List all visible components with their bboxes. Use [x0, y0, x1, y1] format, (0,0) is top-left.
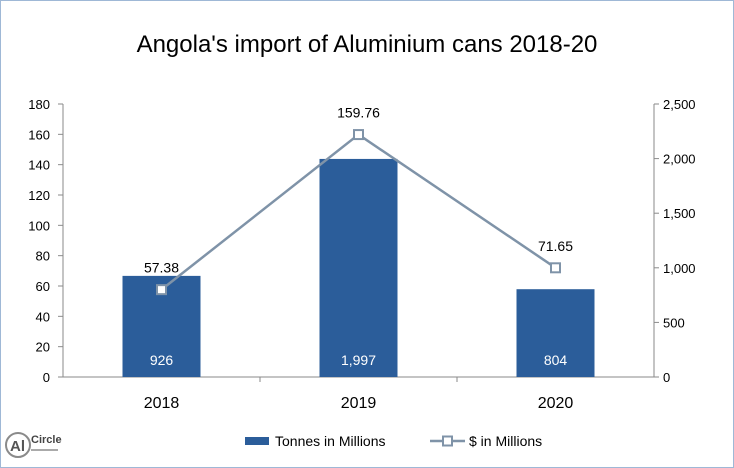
bar-2020 [516, 289, 595, 377]
left-axis-tick-label: 100 [28, 218, 50, 233]
line-point-2019 [353, 129, 364, 141]
line-value-label: 159.76 [337, 105, 380, 121]
left-axis-tick-label: 0 [43, 370, 50, 385]
logo-mark: Al [10, 438, 25, 455]
bar-value-label: 926 [150, 352, 174, 368]
logo-word: Circle [31, 434, 62, 446]
right-axis-tick-label: 2,000 [663, 152, 696, 167]
line-value-label: 57.38 [144, 260, 179, 276]
x-axis-category-label: 2019 [341, 395, 377, 412]
bar-value-label: 804 [544, 352, 568, 368]
logo-ring [5, 432, 31, 458]
right-axis-tick-label: 500 [663, 315, 685, 330]
left-axis-tick-label: 60 [36, 279, 50, 294]
line-value-label: 71.65 [538, 238, 573, 254]
right-axis-tick-label: 1,000 [663, 261, 696, 276]
left-axis-tick-label: 180 [28, 97, 50, 112]
legend-label-dollars: $ in Millions [469, 433, 542, 449]
x-axis-category-label: 2020 [538, 395, 574, 412]
legend-swatch-tonnes [245, 437, 269, 445]
left-axis-tick-label: 80 [36, 249, 50, 264]
bars: 926 1,997 804 [122, 158, 595, 377]
right-axis-tick-label: 0 [663, 370, 670, 385]
legend-marker-dollars [442, 435, 453, 447]
line-series [156, 129, 561, 296]
bar-2019 [319, 158, 398, 377]
chart-title: Angola's import of Aluminium cans 2018-2… [137, 31, 598, 58]
alcircle-logo: Al Circle [5, 432, 62, 458]
x-axis-category-label: 2018 [144, 395, 180, 412]
axes: 0 20 40 60 80 100 120 140 160 180 0 500 1,000 1,500 2,… [28, 97, 695, 412]
line-point-2020 [550, 262, 561, 274]
left-axis-tick-label: 20 [36, 340, 50, 355]
left-axis-tick-label: 120 [28, 188, 50, 203]
legend: Tonnes in Millions $ in Millions [245, 433, 542, 449]
legend-label-tonnes: Tonnes in Millions [275, 433, 386, 449]
left-axis-tick-label: 40 [36, 309, 50, 324]
right-axis-tick-label: 2,500 [663, 97, 696, 112]
data-labels: 57.38 159.76 71.65 [144, 105, 573, 276]
left-axis-tick-label: 140 [28, 158, 50, 173]
bar-value-label: 1,997 [341, 352, 376, 368]
right-axis-tick-label: 1,500 [663, 206, 696, 221]
line-point-2018 [156, 284, 167, 296]
left-axis-tick-label: 160 [28, 127, 50, 142]
